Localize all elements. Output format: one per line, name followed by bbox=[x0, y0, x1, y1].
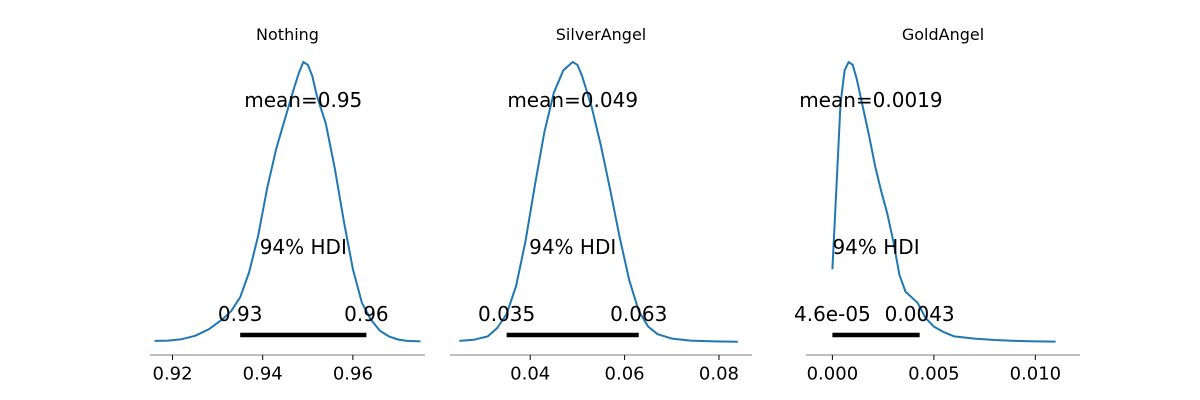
hdi-label: 94% HDI bbox=[529, 235, 616, 259]
panel-title: GoldAngel bbox=[902, 25, 984, 44]
x-tick-label: 0.08 bbox=[699, 364, 739, 385]
density-curve bbox=[154, 61, 421, 343]
x-tick-label: 0.06 bbox=[605, 364, 645, 385]
x-tick-label: 0.96 bbox=[333, 364, 373, 385]
x-tick-label: 0.94 bbox=[243, 364, 283, 385]
mean-label: mean=0.049 bbox=[507, 88, 638, 112]
hdi-lower-label: 4.6e-05 bbox=[794, 302, 871, 326]
hdi-upper-label: 0.96 bbox=[344, 302, 389, 326]
panel-title: SilverAngel bbox=[556, 25, 646, 44]
mean-label: mean=0.95 bbox=[244, 88, 362, 112]
x-tick-label: 0.010 bbox=[1010, 364, 1062, 385]
hdi-lower-label: 0.035 bbox=[478, 302, 535, 326]
panel-goldangel: GoldAngel mean=0.0019 94% HDI 4.6e-05 0.0043… bbox=[794, 25, 1080, 385]
density-curve bbox=[459, 61, 738, 343]
hdi-lower-label: 0.93 bbox=[218, 302, 263, 326]
x-tick-label: 0.92 bbox=[153, 364, 193, 385]
x-tick-label: 0.005 bbox=[908, 364, 960, 385]
hdi-label: 94% HDI bbox=[260, 235, 347, 259]
mean-label: mean=0.0019 bbox=[799, 88, 942, 112]
hdi-upper-label: 0.0043 bbox=[885, 302, 955, 326]
density-curve bbox=[831, 61, 1056, 343]
hdi-label: 94% HDI bbox=[832, 235, 919, 259]
x-tick-label: 0.04 bbox=[510, 364, 550, 385]
hdi-upper-label: 0.063 bbox=[610, 302, 667, 326]
x-tick-label: 0.000 bbox=[807, 364, 859, 385]
panel-silverangel: SilverAngel mean=0.049 94% HDI 0.035 0.063 0.… bbox=[450, 25, 752, 385]
panel-title: Nothing bbox=[256, 25, 319, 44]
panel-nothing: Nothing mean=0.95 94% HDI 0.93 0.96 0.92 0.94 0… bbox=[150, 25, 425, 385]
